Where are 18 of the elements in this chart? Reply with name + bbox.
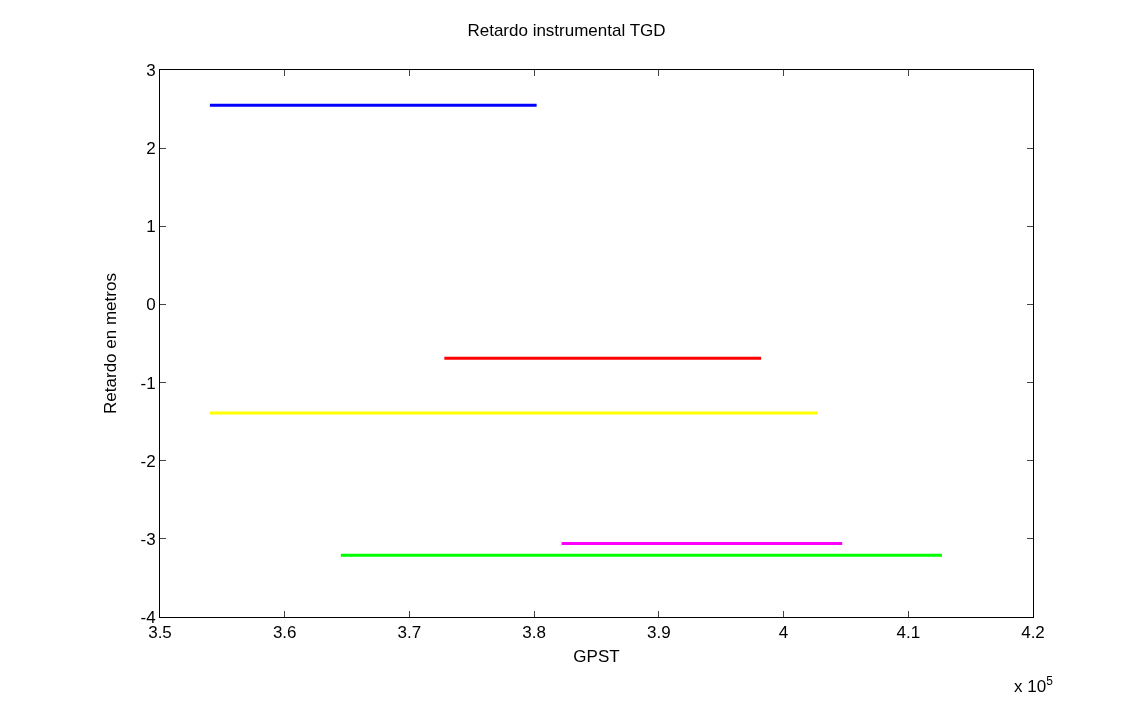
y-tick-label: 0 — [146, 295, 156, 315]
y-tick-label: 1 — [146, 217, 156, 237]
y-tick-label: -2 — [140, 451, 156, 471]
y-tick-label: -1 — [140, 373, 156, 393]
y-tick-label: 3 — [146, 60, 156, 80]
y-axis-title: Retardo en metros — [101, 273, 120, 414]
x-tick-label: 3.6 — [272, 623, 297, 643]
x-tick-label: 3.9 — [647, 623, 671, 643]
x-tick-label: 4 — [778, 623, 789, 643]
chart-title: Retardo instrumental TGD — [467, 21, 666, 41]
y-tick-label: -3 — [140, 529, 156, 549]
x-tick-label: 4.2 — [1021, 623, 1045, 643]
x-axis-title: GPST — [573, 646, 620, 666]
y-tick-label: 2 — [146, 139, 156, 159]
text: x 10$^{5}$ — [1014, 674, 1054, 697]
x-tick-label: 3.7 — [397, 623, 422, 643]
x-tick-label: 4.1 — [896, 623, 921, 643]
x-tick-label: 3.8 — [522, 623, 546, 643]
